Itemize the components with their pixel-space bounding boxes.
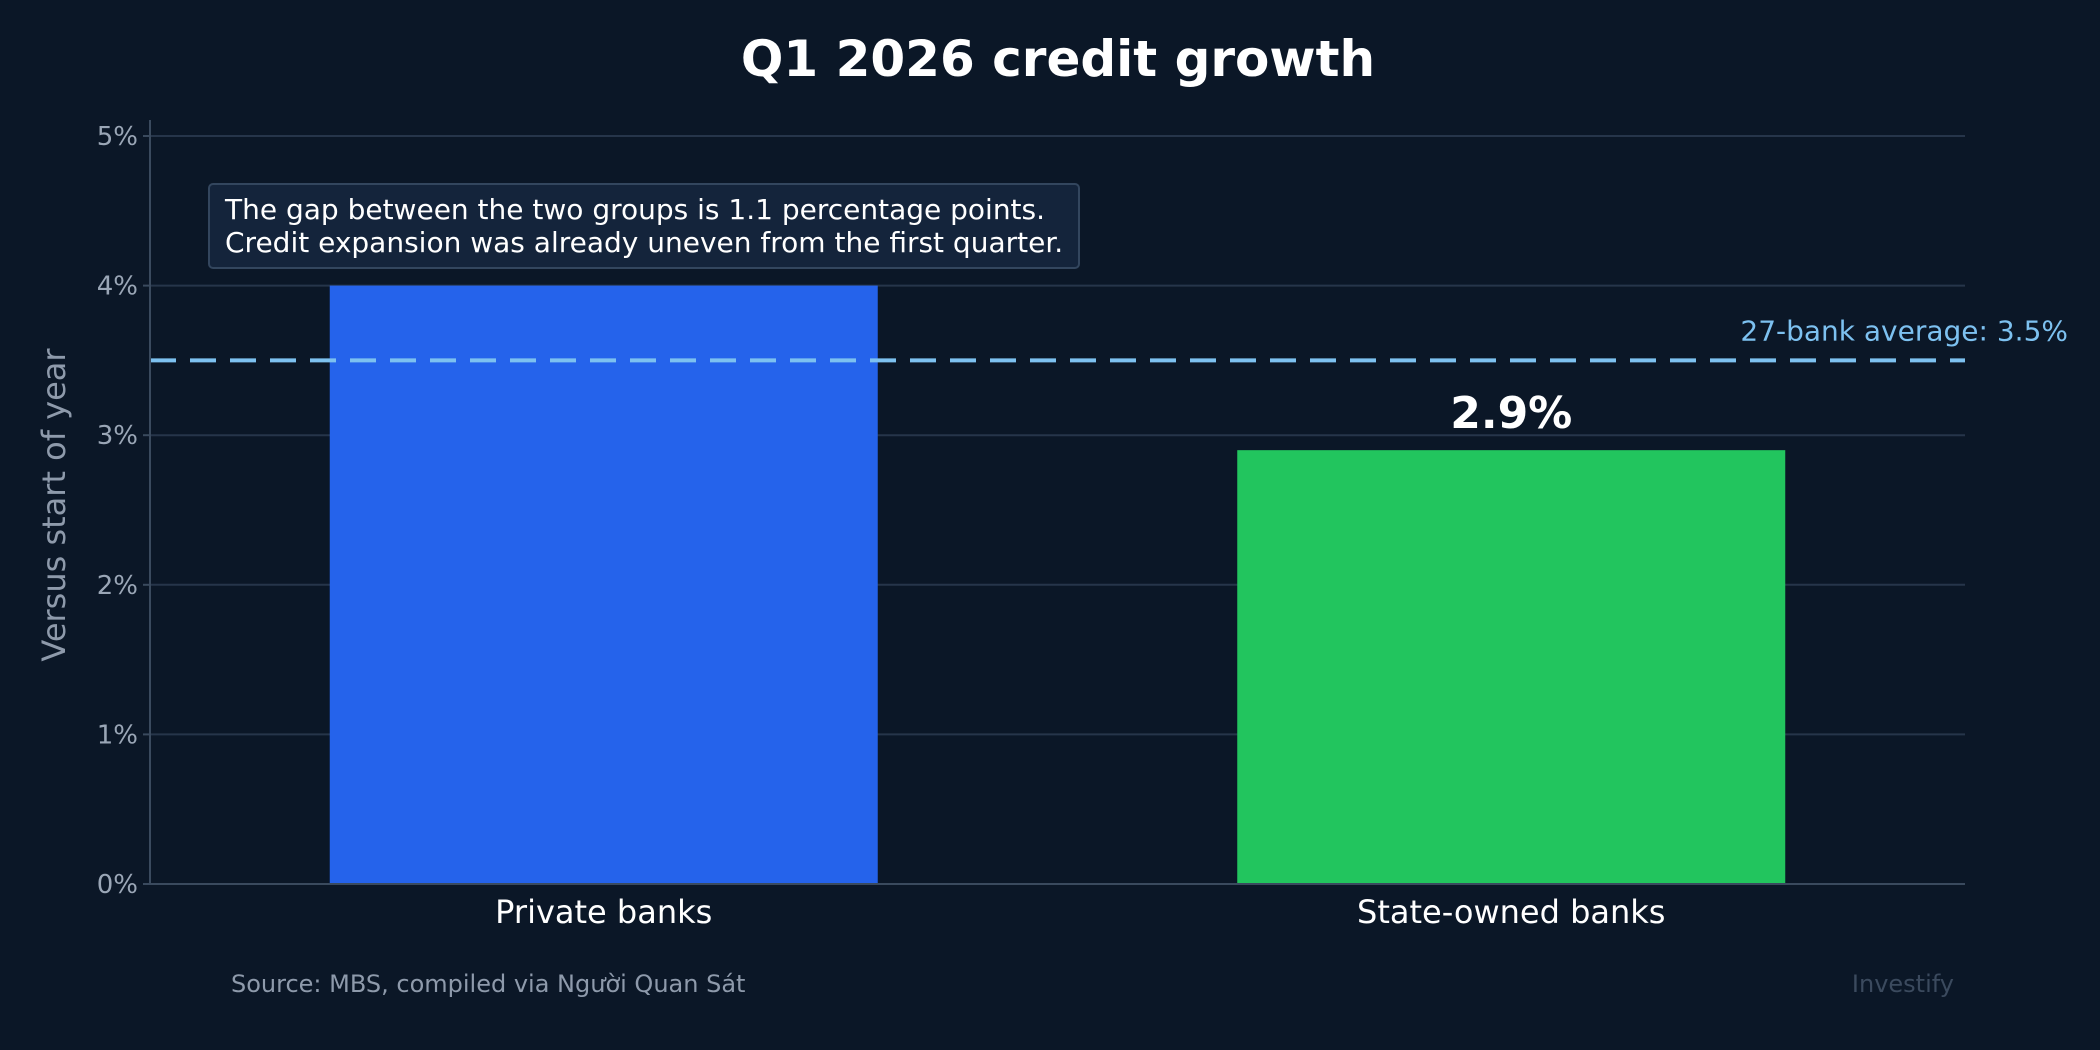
y-tick-label: 1% bbox=[97, 720, 138, 750]
y-tick-label: 0% bbox=[97, 870, 138, 900]
bar bbox=[1237, 450, 1786, 884]
y-tick-label: 3% bbox=[97, 421, 138, 451]
y-tick-label: 4% bbox=[97, 272, 138, 302]
source-note: Source: MBS, compiled via Người Quan Sát bbox=[231, 970, 745, 998]
axis-layer bbox=[143, 120, 1965, 885]
bar-value-label: 2.9% bbox=[1450, 388, 1572, 439]
annotation-line-1: The gap between the two groups is 1.1 pe… bbox=[225, 193, 1046, 226]
y-axis-title: Versus start of year bbox=[35, 348, 73, 662]
bars-layer bbox=[329, 285, 1786, 885]
labels-layer: 0% 1% 2% 3% 4% 5% Private banks State-owned ban… bbox=[97, 122, 2068, 931]
watermark: Investify bbox=[1852, 970, 1954, 998]
chart-title: Q1 2026 credit growth bbox=[741, 30, 1375, 88]
annotation-line-2: Credit expansion was already uneven from… bbox=[225, 226, 1064, 259]
reference-line-label: 27-bank average: 3.5% bbox=[1740, 314, 2068, 347]
annotation-box: The gap between the two groups is 1.1 pe… bbox=[208, 183, 1081, 269]
y-tick-label: 5% bbox=[97, 122, 138, 152]
x-tick-label: State-owned banks bbox=[1357, 893, 1665, 931]
bar bbox=[329, 285, 878, 885]
y-tick-label: 2% bbox=[97, 571, 138, 601]
x-tick-label: Private banks bbox=[495, 893, 712, 931]
